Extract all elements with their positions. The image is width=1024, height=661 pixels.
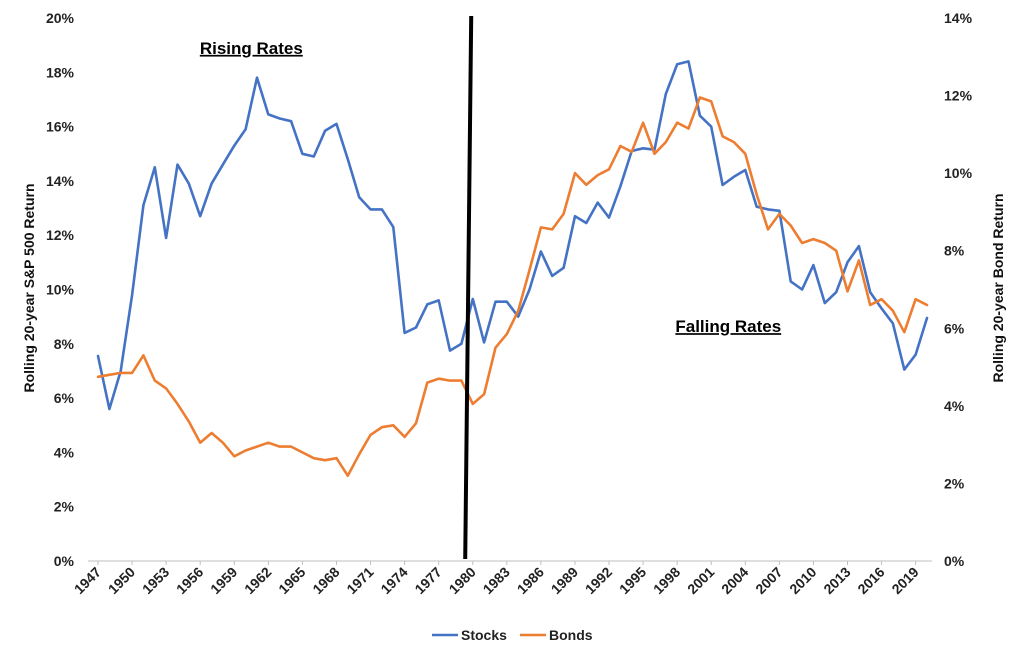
- left-tick-label: 16%: [46, 119, 75, 135]
- annotation-layer: Rising Rates Falling Rates: [200, 15, 781, 560]
- right-axis-title: Rolling 20-year Bond Return: [990, 193, 1006, 382]
- left-axis-title: Rolling 20-year S&P 500 Return: [21, 183, 37, 392]
- left-tick-label: 0%: [54, 553, 75, 569]
- annotation-rising-rates: Rising Rates: [200, 39, 303, 58]
- x-tick-label: 2019: [888, 564, 921, 597]
- x-tick-label: 1992: [582, 564, 615, 597]
- right-tick-label: 2%: [944, 475, 965, 491]
- x-tick-label: 1977: [411, 564, 444, 597]
- x-tick-label: 1962: [241, 564, 274, 597]
- legend-label-stocks: Stocks: [461, 627, 507, 643]
- right-tick-label: 4%: [944, 398, 965, 414]
- x-tick-label: 1956: [173, 564, 206, 597]
- right-tick-label: 10%: [944, 165, 973, 181]
- legend: Stocks Bonds: [432, 627, 593, 643]
- left-tick-label: 12%: [46, 227, 75, 243]
- annotation-falling-rates: Falling Rates: [675, 317, 781, 336]
- rate-regime-divider: [463, 15, 474, 560]
- x-tick-label: 1968: [309, 564, 342, 597]
- right-axis: 0% 2% 4% 6% 8% 10% 12% 14%: [944, 10, 973, 569]
- x-axis: 1947 1950 1953 1956 1959 1962 1965 1968 1971 1974…: [71, 561, 922, 597]
- x-tick-label: 1971: [343, 564, 376, 597]
- left-tick-label: 20%: [46, 10, 75, 26]
- series-line-bonds: [96, 96, 929, 478]
- x-tick-label: 2007: [752, 564, 785, 597]
- x-tick-label: 1989: [548, 564, 581, 597]
- series-line-stocks: [96, 60, 929, 411]
- x-tick-label: 2004: [718, 564, 751, 597]
- right-tick-label: 8%: [944, 243, 965, 259]
- legend-label-bonds: Bonds: [549, 627, 593, 643]
- left-tick-label: 4%: [54, 444, 75, 460]
- left-tick-label: 14%: [46, 173, 75, 189]
- left-tick-label: 8%: [54, 336, 75, 352]
- right-tick-label: 12%: [944, 88, 973, 104]
- left-tick-label: 2%: [54, 499, 75, 515]
- right-tick-label: 0%: [944, 553, 965, 569]
- right-tick-label: 6%: [944, 320, 965, 336]
- x-tick-label: 1947: [71, 564, 104, 597]
- right-tick-label: 14%: [944, 10, 973, 26]
- x-tick-label: 1998: [650, 564, 683, 597]
- left-tick-label: 18%: [46, 64, 75, 80]
- x-tick-label: 1959: [207, 564, 240, 597]
- x-tick-label: 2016: [854, 564, 887, 597]
- x-tick-label: 1983: [480, 564, 513, 597]
- x-tick-label: 1986: [514, 564, 547, 597]
- x-tick-label: 1974: [377, 564, 410, 597]
- x-tick-label: 1980: [446, 564, 479, 597]
- left-tick-label: 6%: [54, 390, 75, 406]
- series-layer: [96, 60, 929, 478]
- x-tick-label: 2001: [684, 564, 717, 597]
- x-tick-label: 2010: [786, 564, 819, 597]
- left-tick-label: 10%: [46, 282, 75, 298]
- left-axis: 0% 2% 4% 6% 8% 10% 12% 14% 16% 18% 20%: [46, 10, 75, 569]
- x-tick-label: 1995: [616, 564, 649, 597]
- x-tick-label: 1953: [139, 564, 172, 597]
- x-tick-label: 1950: [105, 564, 138, 597]
- x-tick-label: 1965: [275, 564, 308, 597]
- x-tick-label: 2013: [820, 564, 853, 597]
